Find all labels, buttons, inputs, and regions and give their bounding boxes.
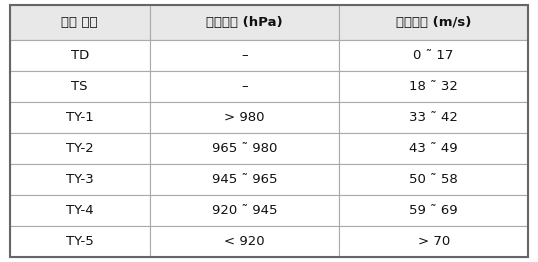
Bar (150, 71, 339, 102)
Bar (339, 5, 528, 40)
Bar (150, 5, 339, 40)
Bar (339, 226, 528, 257)
Bar (10, 226, 150, 257)
Bar (339, 71, 528, 102)
Text: < 920: < 920 (224, 235, 265, 248)
Bar (339, 195, 528, 226)
Text: 43 ˜ 49: 43 ˜ 49 (409, 142, 458, 155)
Text: TY-2: TY-2 (66, 142, 94, 155)
Bar (150, 102, 339, 133)
Bar (339, 40, 528, 71)
Text: TY-1: TY-1 (66, 111, 94, 124)
Text: 태풍 등급: 태풍 등급 (61, 16, 98, 29)
Bar (150, 40, 339, 71)
Bar (10, 5, 150, 40)
Text: 59 ˜ 69: 59 ˜ 69 (409, 204, 458, 217)
Text: 중심기압 (hPa): 중심기압 (hPa) (206, 16, 282, 29)
Text: –: – (241, 49, 247, 62)
Text: TD: TD (70, 49, 89, 62)
Text: TY-3: TY-3 (66, 173, 94, 186)
Bar (10, 164, 150, 195)
Text: TY-4: TY-4 (66, 204, 94, 217)
Text: TY-5: TY-5 (66, 235, 94, 248)
Text: 965 ˜ 980: 965 ˜ 980 (211, 142, 277, 155)
Bar (10, 71, 150, 102)
Bar (339, 102, 528, 133)
Bar (150, 164, 339, 195)
Bar (339, 133, 528, 164)
Bar (10, 195, 150, 226)
Bar (150, 133, 339, 164)
Bar (10, 40, 150, 71)
Bar (150, 195, 339, 226)
Bar (150, 226, 339, 257)
Text: 945 ˜ 965: 945 ˜ 965 (211, 173, 277, 186)
Text: TS: TS (72, 80, 88, 93)
Text: 0 ˜ 17: 0 ˜ 17 (414, 49, 454, 62)
Text: > 70: > 70 (417, 235, 450, 248)
Bar (10, 102, 150, 133)
Text: 920 ˜ 945: 920 ˜ 945 (211, 204, 277, 217)
Bar (10, 133, 150, 164)
Bar (339, 164, 528, 195)
Text: 33 ˜ 42: 33 ˜ 42 (409, 111, 458, 124)
Text: –: – (241, 80, 247, 93)
Text: 최대풍속 (m/s): 최대풍속 (m/s) (396, 16, 471, 29)
Text: 50 ˜ 58: 50 ˜ 58 (409, 173, 458, 186)
Text: 18 ˜ 32: 18 ˜ 32 (409, 80, 458, 93)
Text: > 980: > 980 (224, 111, 265, 124)
